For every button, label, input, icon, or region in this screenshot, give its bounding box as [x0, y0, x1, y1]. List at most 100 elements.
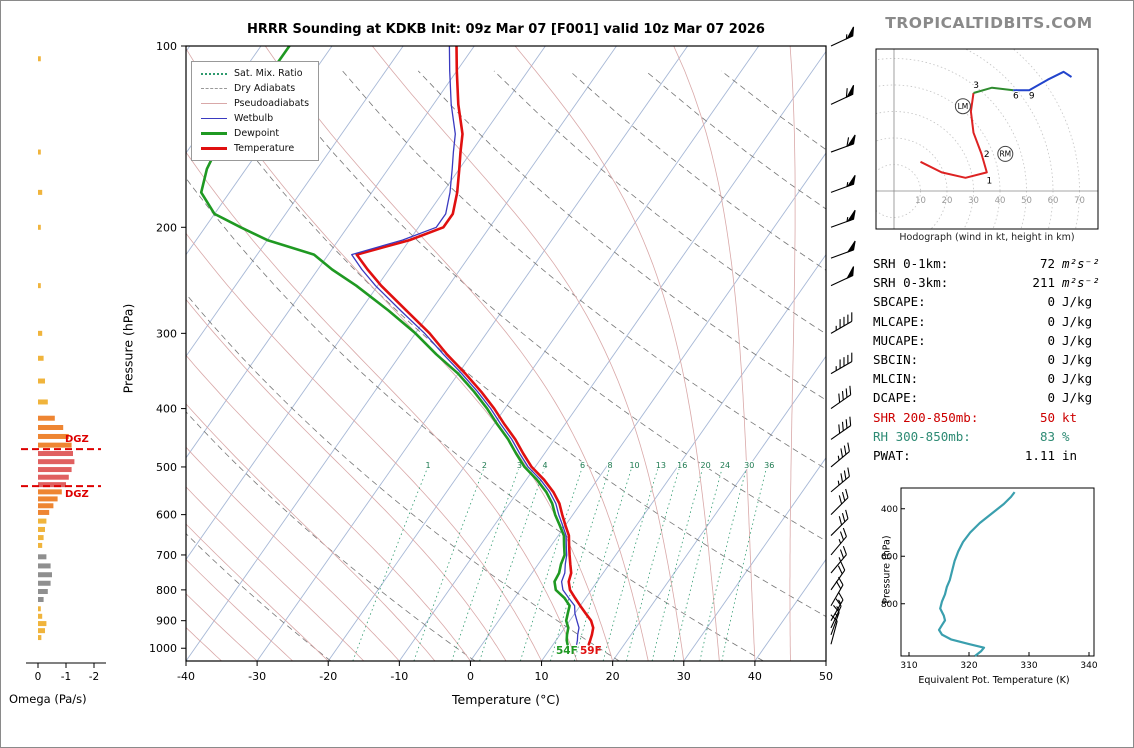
isotherm-line	[186, 46, 475, 459]
pseudoadiabat-line	[186, 151, 578, 661]
theta-e-x-tick-label: 320	[960, 661, 977, 671]
pseudoadiabat-line	[186, 446, 400, 661]
stat-value: 1.11	[1024, 448, 1055, 464]
surface-temp-label: 59F	[580, 645, 602, 657]
theta-e-x-axis-label: Equivalent Pot. Temperature (K)	[918, 675, 1070, 686]
stat-label: MUCAPE:	[873, 332, 926, 348]
omega-tick-label: 0	[35, 671, 42, 683]
mixing-ratio-line	[626, 461, 682, 661]
mixing-ratio-line	[352, 461, 431, 661]
mixing-ratio-label: 20	[701, 461, 711, 470]
legend-line-sample	[201, 118, 227, 119]
omega-bar	[38, 580, 51, 586]
pseudoadiabat-line	[186, 626, 222, 661]
temp-tick-label: -20	[319, 670, 337, 683]
legend-line-sample	[201, 88, 227, 89]
wetbulb-line	[351, 46, 580, 645]
hodograph-trace-6-9km	[1013, 70, 1073, 92]
storm-motion-label: RM	[999, 150, 1011, 159]
omega-bar	[38, 424, 64, 430]
stat-unit: J/kg	[1062, 390, 1093, 406]
mixing-ratio-label: 1	[425, 461, 430, 470]
mixing-ratio-label: 8	[608, 461, 613, 470]
isotherm-line	[186, 46, 262, 154]
mixing-ratio-label: 36	[764, 461, 774, 470]
stat-unit: J/kg	[1062, 332, 1093, 348]
theta-e-y-tick-label: 800	[881, 600, 898, 610]
pseudoadiabat-line	[186, 232, 542, 661]
omega-bar	[38, 459, 75, 465]
theta-e-panel: 310 320 330 340 400 600 800	[881, 487, 1098, 671]
theta-e-x-tick-label: 330	[1020, 661, 1037, 671]
stat-value: 83	[1039, 428, 1055, 444]
omega-bar	[38, 451, 73, 457]
wind-barb	[830, 416, 852, 440]
stat-unit: %	[1062, 428, 1070, 444]
pseudoadiabat-line	[186, 298, 507, 661]
mixing-ratio-line	[651, 461, 705, 661]
legend-line-sample	[201, 147, 227, 150]
wind-barb	[830, 240, 856, 259]
theta-e-x-tick-label: 310	[900, 661, 917, 671]
pressure-tick-label: 400	[156, 403, 177, 416]
omega-bar	[38, 526, 45, 532]
mixing-ratio-label: 10	[629, 461, 639, 470]
hodograph-height-label: 6	[1013, 92, 1019, 102]
surface-dewpoint-label: 54F	[556, 645, 578, 657]
omega-bar	[38, 613, 43, 619]
omega-bar	[38, 415, 55, 421]
legend-item: Dewpoint	[201, 128, 309, 139]
stat-value: 0	[1047, 352, 1055, 368]
pressure-tick-label: 300	[156, 327, 177, 340]
omega-bar	[38, 597, 44, 603]
mixing-ratio-label: 24	[720, 461, 730, 470]
pseudoadiabat-line	[186, 354, 471, 661]
brand-logo[interactable]: TROPICALTIDBITS.COM	[885, 14, 1093, 32]
temp-tick-label: 20	[606, 670, 620, 683]
hodograph-trace-3-6km	[973, 86, 1014, 94]
stat-label: SRH 0-1km:	[873, 256, 949, 271]
mixing-ratio-label: 3	[517, 461, 522, 470]
wind-barb	[830, 266, 855, 287]
wind-barb	[830, 545, 847, 574]
legend-item-label: Sat. Mix. Ratio	[234, 68, 303, 79]
omega-panel: 0 -1 -2	[21, 56, 106, 683]
isotherm-line	[186, 46, 191, 53]
stat-label: SHR 200-850mb:	[873, 409, 979, 425]
omega-bar	[38, 628, 45, 634]
omega-bar	[38, 56, 41, 62]
omega-bar	[38, 399, 48, 405]
pressure-axis-label: Pressure (hPa)	[120, 303, 136, 394]
stat-unit: J/kg	[1062, 294, 1093, 310]
temp-tick-label: 30	[677, 670, 691, 683]
mixing-ratio-line	[413, 461, 487, 661]
omega-bar	[38, 378, 45, 384]
omega-bar	[38, 572, 52, 578]
pressure-tick-label: 600	[156, 509, 177, 522]
wind-barb	[830, 509, 849, 536]
legend-box: Sat. Mix. Ratio Dry Adiabats Pseudoadiabat…	[191, 61, 320, 161]
pressure-tick-label: 900	[156, 615, 177, 628]
legend-item: Sat. Mix. Ratio	[201, 68, 309, 79]
dry-adiabat-line	[342, 70, 826, 470]
omega-bar	[38, 563, 51, 569]
pressure-tick-label: 200	[156, 221, 177, 234]
temp-tick-label: -40	[177, 670, 195, 683]
storm-motion-label: LM	[958, 102, 969, 111]
wind-barb	[830, 174, 856, 193]
pseudoadiabat-line	[186, 47, 614, 661]
wind-barb	[830, 467, 850, 493]
omega-bar	[38, 330, 43, 336]
hodograph-panel: 10 20 30 40 50 60 70 1 2 3 6 9 RM LM	[875, 48, 1099, 230]
temperature-axis-label: Temperature (°C)	[452, 692, 560, 707]
stat-value: 0	[1047, 294, 1055, 310]
isotherm-line	[256, 46, 688, 661]
stat-value: 50	[1039, 409, 1055, 425]
omega-bar	[38, 503, 54, 509]
mixing-ratio-line	[573, 461, 634, 661]
hodograph-border	[875, 48, 1099, 230]
legend-line-sample	[201, 103, 227, 104]
temperature-line	[355, 46, 595, 646]
pressure-tick-label: 700	[156, 549, 177, 562]
